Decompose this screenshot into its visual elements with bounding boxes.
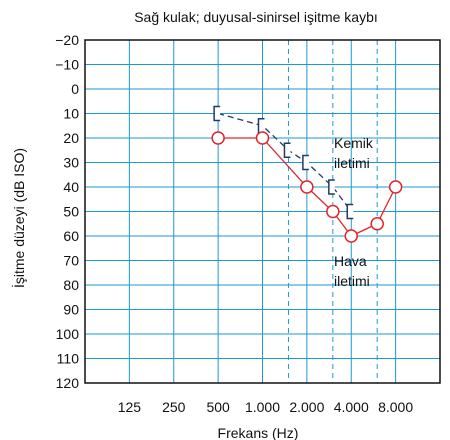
x-tick-label-1: 250 [162,399,186,415]
air-conduction-marker-6 [388,180,403,194]
x-tick-label-3: 1.000 [245,399,280,415]
y-tick-label-1: −10 [55,57,79,73]
x-tick-label-2: 500 [206,399,230,415]
air-conduction-marker-0 [211,131,225,145]
bone-conduction-marker-4 [328,179,335,195]
y-tick-label-5: 30 [63,155,79,171]
y-tick-label-14: 120 [56,375,80,391]
air-conduction-marker-3 [326,204,340,219]
y-tick-label-0: −20 [55,32,79,48]
air-conduction-marker-4 [344,229,358,243]
bone-conduction-marker-0 [213,105,221,122]
x-tick-label-4: 2.000 [289,399,324,415]
y-tick-label-2: 0 [71,81,79,97]
air-conduction-marker-2 [300,180,314,194]
series [211,105,403,243]
y-tick-label-10: 80 [63,277,79,293]
annotation-hava-line2: iletimi [334,273,370,289]
series-line-0 [217,112,352,212]
y-tick-label-3: 10 [63,106,79,122]
y-tick-label-12: 100 [56,326,80,342]
plot-frame [84,39,441,384]
y-tick-label-13: 110 [57,351,80,367]
annotation-kemik-line1: Kemik [334,135,374,151]
y-tick-label-7: 50 [63,204,79,220]
y-tick-label-9: 70 [63,253,79,269]
x-tick-label-6: 8.000 [378,399,413,415]
x-tick-label-0: 125 [118,399,142,415]
bone-conduction-marker-3 [302,154,309,171]
tick-labels: −20 −10 0 10 20 30 40 50 60 70 80 90 100 110 120 125 250… [55,32,413,415]
y-tick-label-8: 60 [63,228,79,244]
air-conduction-marker-1 [255,131,270,145]
y-axis-label: İşitme düzeyi (dB ISO) [10,148,27,288]
air-conduction-marker-5 [370,217,384,231]
y-tick-label-4: 20 [63,130,79,146]
bone-conduction-marker-1 [257,118,265,134]
annotation-kemik-line2: iletimi [334,155,370,171]
x-axis-label: Frekans (Hz) [218,425,299,440]
chart-title: Sağ kulak; duyusal-sinirsel işitme kaybı [134,9,378,25]
grid [84,39,441,384]
y-tick-label-6: 40 [63,179,79,195]
bone-conduction-marker-5 [346,203,354,220]
annotation-hava-line1: Hava [334,253,367,269]
x-tick-label-5: 4.000 [334,399,369,415]
y-tick-label-11: 90 [63,302,79,318]
bone-conduction-marker-2 [283,142,291,158]
